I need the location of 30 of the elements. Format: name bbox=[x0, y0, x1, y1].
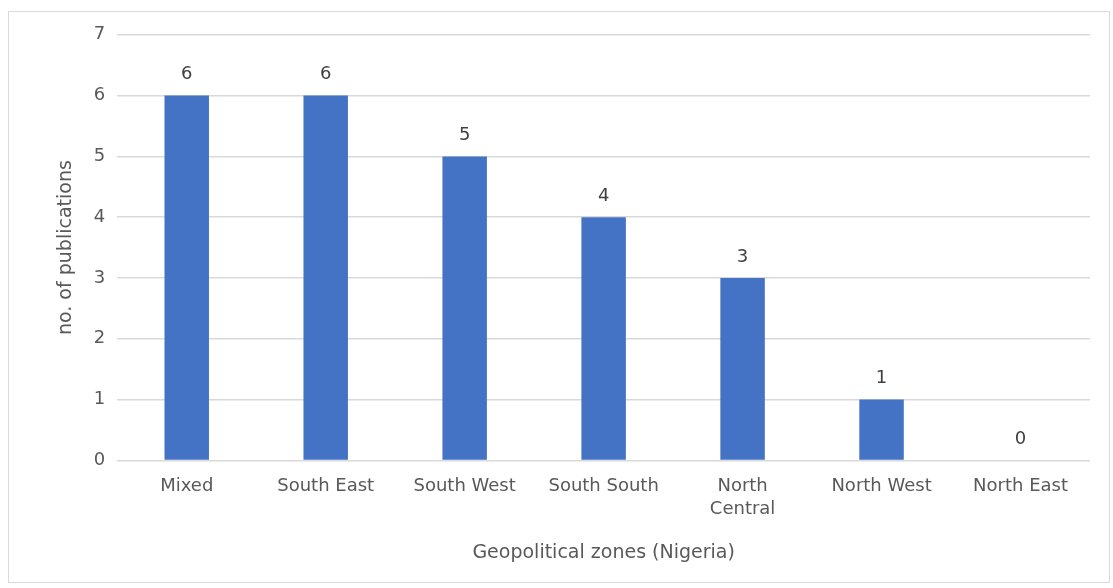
y-tick-label: 4 bbox=[93, 204, 106, 226]
bar bbox=[581, 217, 626, 460]
data-label: 6 bbox=[319, 62, 332, 84]
y-tick-label: 2 bbox=[93, 326, 106, 348]
bar bbox=[720, 278, 765, 460]
data-label: 6 bbox=[181, 62, 193, 84]
data-label: 1 bbox=[875, 366, 888, 388]
bar bbox=[303, 95, 348, 460]
x-tick-label: South West bbox=[413, 473, 516, 495]
x-tick-label: South South bbox=[548, 473, 659, 495]
bar bbox=[442, 156, 487, 460]
y-tick-label: 0 bbox=[93, 448, 106, 470]
y-tick-label: 3 bbox=[93, 265, 106, 287]
y-tick-label: 1 bbox=[93, 387, 106, 409]
y-axis-title: no. of publications bbox=[53, 160, 76, 336]
y-tick-label: 6 bbox=[93, 83, 106, 105]
x-tick-label: North East bbox=[973, 473, 1068, 495]
y-tick-label: 7 bbox=[93, 22, 106, 44]
data-label: 4 bbox=[597, 183, 610, 205]
data-label: 3 bbox=[736, 244, 749, 266]
data-label: 5 bbox=[458, 123, 471, 145]
y-tick-label: 5 bbox=[93, 144, 106, 166]
x-tick-label: North West bbox=[831, 473, 932, 495]
x-tick-label: Mixed bbox=[160, 473, 214, 495]
data-label: 0 bbox=[1014, 427, 1027, 449]
x-axis-title: Geopolitical zones (Nigeria) bbox=[472, 539, 735, 562]
x-tick-label: North Central bbox=[709, 473, 776, 519]
x-tick-label: South East bbox=[277, 473, 375, 495]
bar bbox=[164, 95, 209, 460]
bar bbox=[859, 399, 904, 460]
